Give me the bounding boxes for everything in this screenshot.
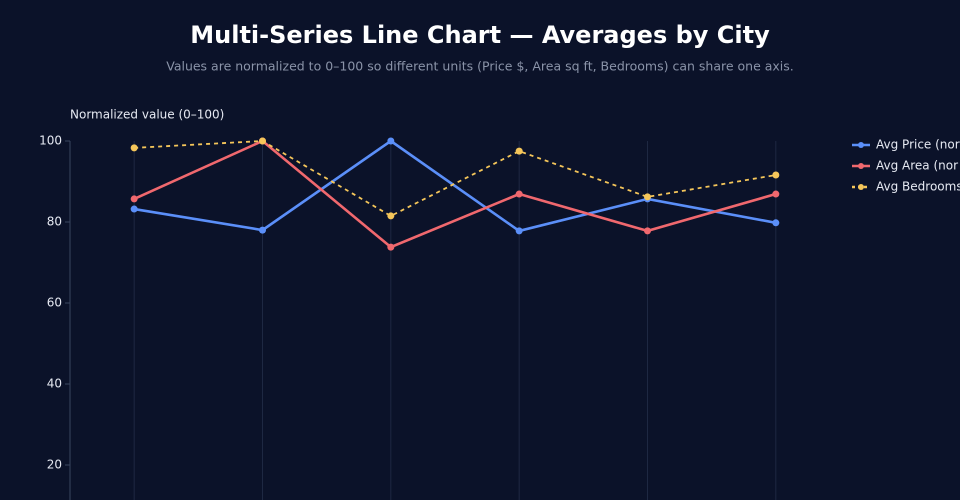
data-point bbox=[387, 137, 395, 145]
legend-label: Avg Area (nor bbox=[876, 159, 958, 173]
y-tick-label: 80 bbox=[47, 215, 62, 229]
data-point bbox=[387, 212, 395, 220]
legend-marker bbox=[858, 142, 864, 148]
data-point bbox=[259, 226, 266, 234]
data-point bbox=[772, 171, 780, 179]
y-axis-label: Normalized value (0–100) bbox=[70, 108, 224, 122]
legend-marker bbox=[858, 184, 864, 190]
data-point bbox=[772, 219, 780, 227]
chart-title: Multi-Series Line Chart — Averages by Ci… bbox=[190, 21, 770, 49]
data-point bbox=[644, 227, 651, 235]
data-point bbox=[515, 190, 523, 198]
data-point bbox=[515, 227, 523, 235]
data-point bbox=[130, 205, 138, 213]
y-tick-label: 60 bbox=[47, 296, 62, 310]
data-point bbox=[772, 190, 780, 198]
y-tick-label: 20 bbox=[47, 458, 62, 472]
series-line bbox=[133, 139, 777, 249]
data-point bbox=[644, 193, 651, 201]
y-tick-label: 40 bbox=[47, 377, 62, 391]
series-line bbox=[133, 139, 777, 233]
y-tick-label: 100 bbox=[39, 134, 62, 148]
chart-subtitle: Values are normalized to 0–100 so differ… bbox=[166, 59, 794, 74]
legend-label: Avg Price (nor bbox=[876, 138, 960, 152]
legend-marker bbox=[858, 163, 864, 169]
data-point bbox=[259, 137, 266, 145]
data-point bbox=[515, 147, 523, 155]
legend-label: Avg Bedrooms bbox=[876, 180, 960, 194]
series-line bbox=[134, 140, 776, 217]
data-point bbox=[387, 243, 395, 251]
data-point bbox=[130, 144, 138, 152]
data-point bbox=[130, 195, 138, 203]
